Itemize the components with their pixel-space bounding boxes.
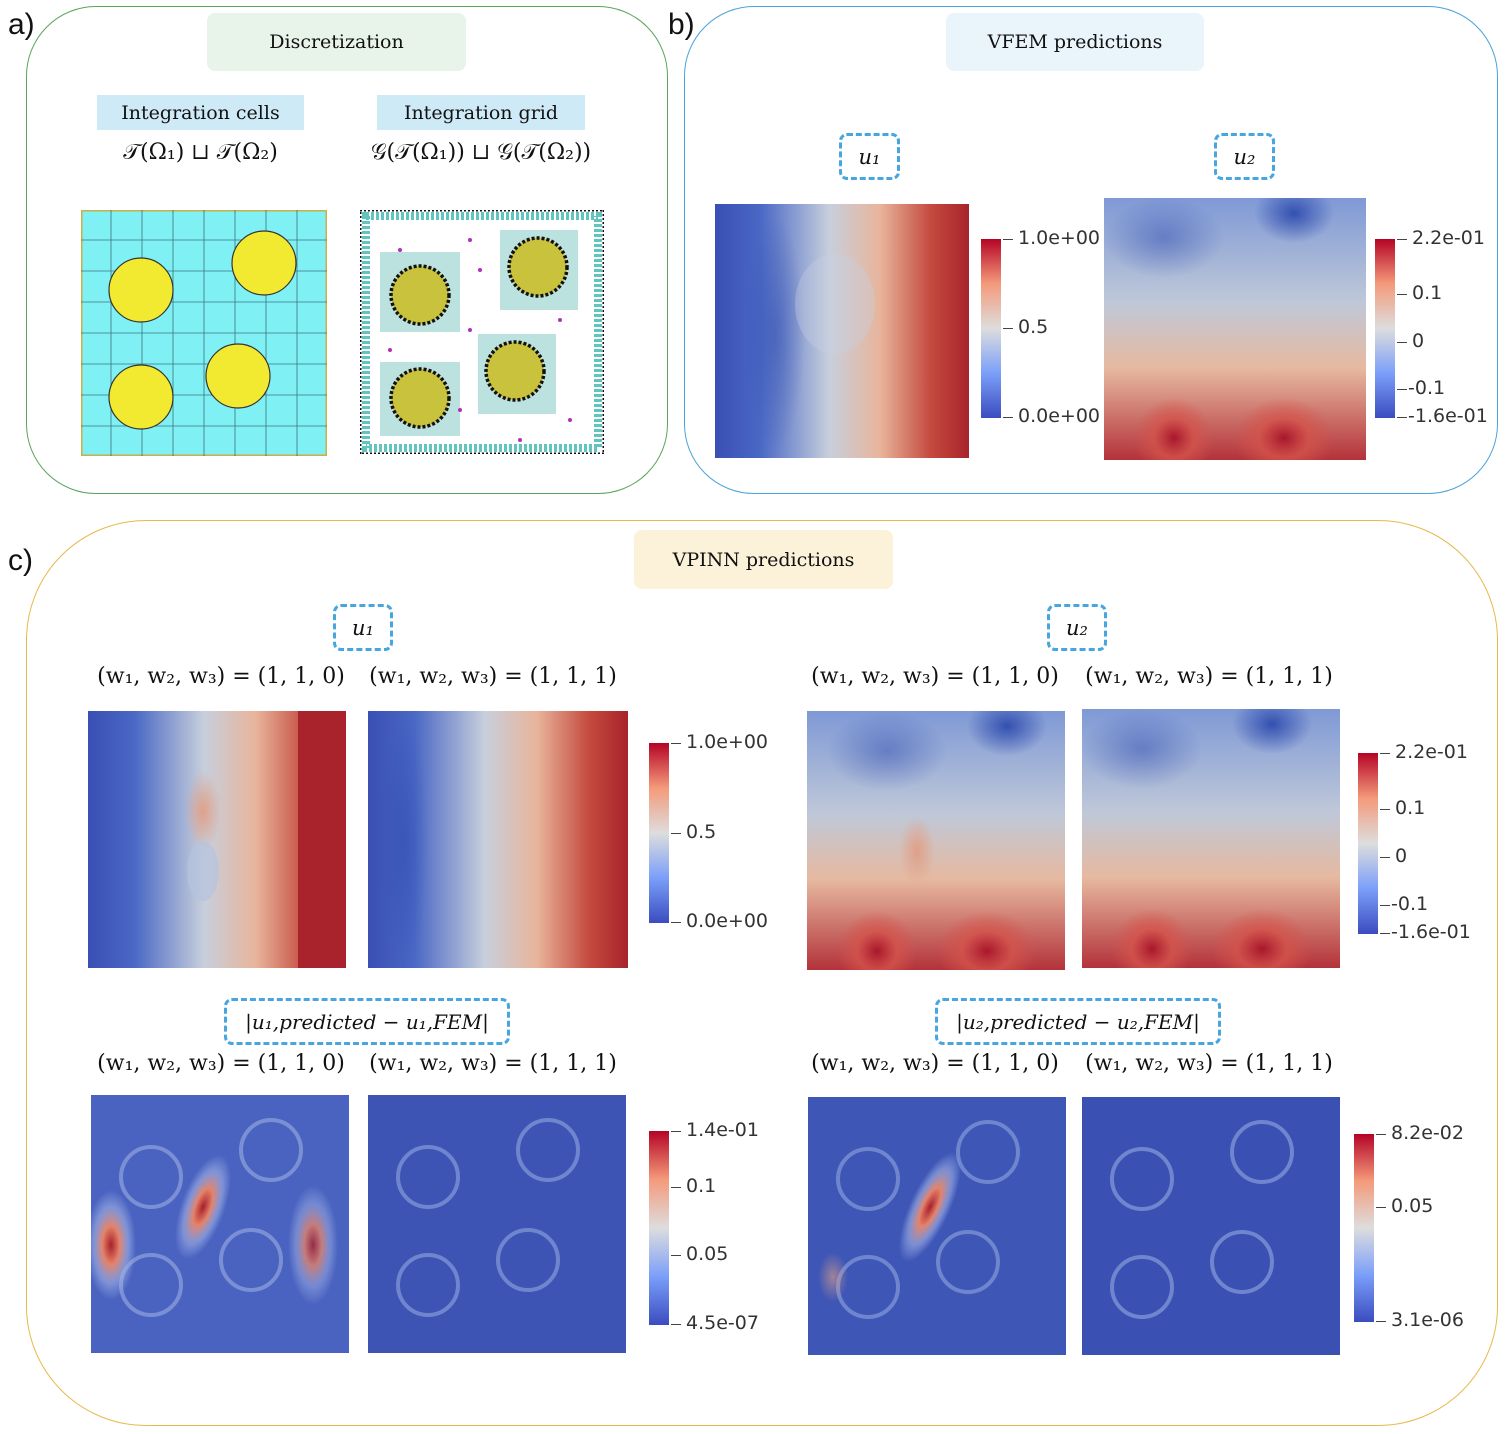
vpinn-u1-w110-label: (w₁, w₂, w₃) = (1, 1, 0) — [97, 664, 345, 689]
vpinn-u1-label: u₁ — [333, 604, 393, 651]
vpinn-e2-w111-label: (w₁, w₂, w₃) = (1, 1, 1) — [1085, 1051, 1333, 1076]
vpinn-u1-w111-error-field — [368, 1095, 626, 1353]
vpinn-e2-cb-t1: 0.05 — [1391, 1195, 1434, 1217]
integration-grid-caption: Integration grid — [377, 95, 585, 130]
vfem-u2-cb-t2: 0 — [1412, 330, 1425, 352]
panel-a-frame — [26, 6, 668, 494]
vfem-u1-cb-top: 1.0e+00 — [1018, 227, 1101, 249]
integration-grid-points — [360, 210, 604, 454]
integration-grid-formula: 𝒢(𝒯(Ω₁)) ⊔ 𝒢(𝒯(Ω₂)) — [370, 140, 592, 165]
vfem-u2-cb-top: 2.2e-01 — [1412, 227, 1485, 249]
integration-cells-mesh — [81, 210, 327, 456]
vpinn-e1-w110-label: (w₁, w₂, w₃) = (1, 1, 0) — [97, 1051, 345, 1076]
vfem-u1-cb-mid: 0.5 — [1018, 316, 1049, 338]
panel-b-frame — [684, 6, 1498, 494]
vpinn-e1-colorbar — [649, 1131, 669, 1325]
vpinn-u2-w111-field — [1082, 709, 1340, 968]
vpinn-e2-cb-top: 8.2e-02 — [1391, 1122, 1464, 1144]
vpinn-u1-error-label: |u₁,predicted − u₁,FEM| — [224, 998, 510, 1045]
integration-cells-caption: Integration cells — [97, 95, 304, 130]
vpinn-e1-w111-label: (w₁, w₂, w₃) = (1, 1, 1) — [369, 1051, 617, 1076]
vpinn-u1-w110-field — [88, 711, 346, 968]
vpinn-u2-w110-field — [807, 711, 1065, 970]
panel-c-title: VPINN predictions — [634, 530, 893, 589]
vfem-u1-field — [715, 204, 969, 458]
vpinn-e2-cb-bottom: 3.1e-06 — [1391, 1309, 1464, 1331]
vpinn-u2-cb-bottom: -1.6e-01 — [1391, 921, 1471, 943]
vpinn-u1-cb-bottom: 0.0e+00 — [686, 910, 769, 932]
panel-c-letter: c) — [8, 544, 33, 577]
vfem-u2-cb-t1: 0.1 — [1412, 282, 1443, 304]
vfem-u2-field — [1104, 198, 1366, 460]
vfem-u2-label: u₂ — [1214, 133, 1275, 180]
vpinn-u2-w111-error-field — [1082, 1097, 1340, 1355]
vpinn-u2-cb-top: 2.2e-01 — [1395, 741, 1468, 763]
vpinn-u1-colorbar — [649, 743, 669, 923]
vpinn-e1-cb-t1: 0.1 — [686, 1175, 717, 1197]
vpinn-u1-cb-mid: 0.5 — [686, 821, 717, 843]
vpinn-e2-w110-label: (w₁, w₂, w₃) = (1, 1, 0) — [811, 1051, 1059, 1076]
vpinn-u2-w110-label: (w₁, w₂, w₃) = (1, 1, 0) — [811, 664, 1059, 689]
vfem-u1-cb-bottom: 0.0e+00 — [1018, 405, 1101, 427]
vpinn-u1-cb-top: 1.0e+00 — [686, 731, 769, 753]
vpinn-e2-colorbar — [1354, 1134, 1374, 1322]
vpinn-e1-cb-bottom: 4.5e-07 — [686, 1312, 759, 1334]
vpinn-u2-cb-t1: 0.1 — [1395, 797, 1426, 819]
vpinn-e1-cb-top: 1.4e-01 — [686, 1119, 759, 1141]
panel-a-letter: a) — [8, 8, 35, 41]
vpinn-e1-cb-t2: 0.05 — [686, 1243, 729, 1265]
vfem-u1-colorbar — [981, 239, 1001, 418]
vpinn-u2-cb-t2: 0 — [1395, 845, 1408, 867]
vpinn-u2-w111-label: (w₁, w₂, w₃) = (1, 1, 1) — [1085, 664, 1333, 689]
panel-b-letter: b) — [668, 8, 695, 41]
vfem-u1-label: u₁ — [839, 133, 900, 180]
vpinn-u2-cb-t3: -0.1 — [1391, 893, 1429, 915]
vpinn-u2-error-label: |u₂,predicted − u₂,FEM| — [935, 998, 1221, 1045]
vpinn-u1-w111-label: (w₁, w₂, w₃) = (1, 1, 1) — [369, 664, 617, 689]
vpinn-u2-w110-error-field — [808, 1097, 1066, 1355]
vfem-u2-cb-bottom: -1.6e-01 — [1408, 405, 1488, 427]
panel-c-frame — [26, 520, 1498, 1426]
vpinn-u2-label: u₂ — [1047, 604, 1107, 651]
vfem-u2-cb-t3: -0.1 — [1408, 377, 1446, 399]
integration-cells-formula: 𝒯(Ω₁) ⊔ 𝒯(Ω₂) — [123, 140, 278, 165]
panel-a-title: Discretization — [207, 13, 466, 71]
panel-b-title: VFEM predictions — [946, 13, 1204, 71]
vpinn-u2-colorbar — [1358, 753, 1378, 934]
vfem-u2-colorbar — [1375, 239, 1395, 418]
vpinn-u1-w111-field — [368, 711, 628, 968]
vpinn-u1-w110-error-field — [91, 1095, 349, 1353]
